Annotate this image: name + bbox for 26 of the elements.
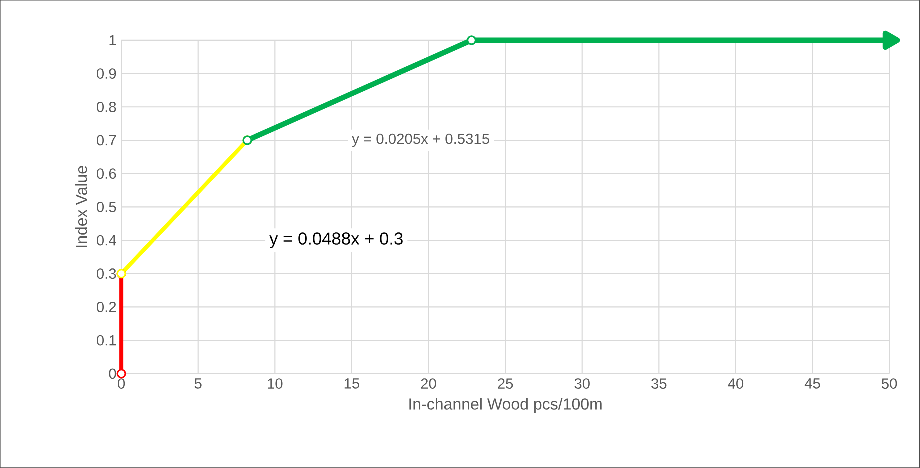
y-tick-label: 0.6 [96, 168, 116, 179]
x-tick-label: 30 [574, 378, 590, 389]
x-tick-label: 15 [344, 378, 360, 389]
y-tick-label: 0.7 [96, 135, 116, 146]
x-axis-title: In-channel Wood pcs/100m [410, 398, 602, 413]
x-tick-label: 40 [728, 378, 744, 389]
y-tick-label: 0.3 [96, 268, 116, 279]
y-tick-label: 0.4 [96, 235, 116, 246]
x-tick-label: 0 [118, 378, 126, 389]
y-axis-title: Index Value [76, 166, 88, 248]
x-tick-label: 25 [498, 378, 514, 389]
x-tick-label: 35 [652, 378, 667, 389]
x-tick-label: 5 [194, 378, 202, 389]
y-tick-label: 0.1 [96, 335, 116, 346]
y-tick-label: 0.8 [96, 102, 116, 112]
x-tick-label: 45 [804, 378, 820, 389]
annotation: y = 0.0205x + 0.5315 [352, 134, 490, 147]
annotation: y = 0.0488x + 0.3 [270, 232, 403, 248]
y-tick-label: 0.2 [96, 302, 116, 312]
y-tick-label: 0.9 [96, 68, 116, 79]
y-tick-label: 0 [109, 368, 116, 379]
x-tick-label: 50 [882, 378, 898, 389]
y-tick-label: 1 [110, 35, 116, 46]
x-tick-label: 20 [421, 378, 436, 389]
y-tick-label: 0.5 [96, 202, 116, 212]
x-tick-label: 10 [268, 378, 283, 389]
